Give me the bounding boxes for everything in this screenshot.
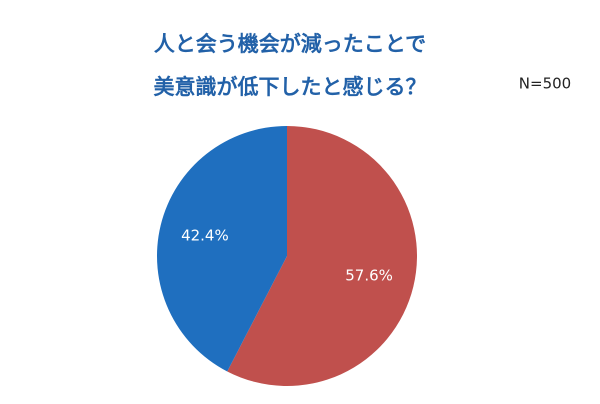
chart-title: 美意識が低下したと感じる？: [154, 75, 427, 99]
annotation: N=500: [519, 75, 571, 93]
pie-slice: [227, 126, 417, 386]
value-label: 42.4%: [181, 227, 229, 245]
chart-title: 人と会う機会が減ったことで: [154, 32, 426, 56]
pie-slice: [156, 126, 287, 372]
value-label: 57.6%: [345, 266, 393, 284]
